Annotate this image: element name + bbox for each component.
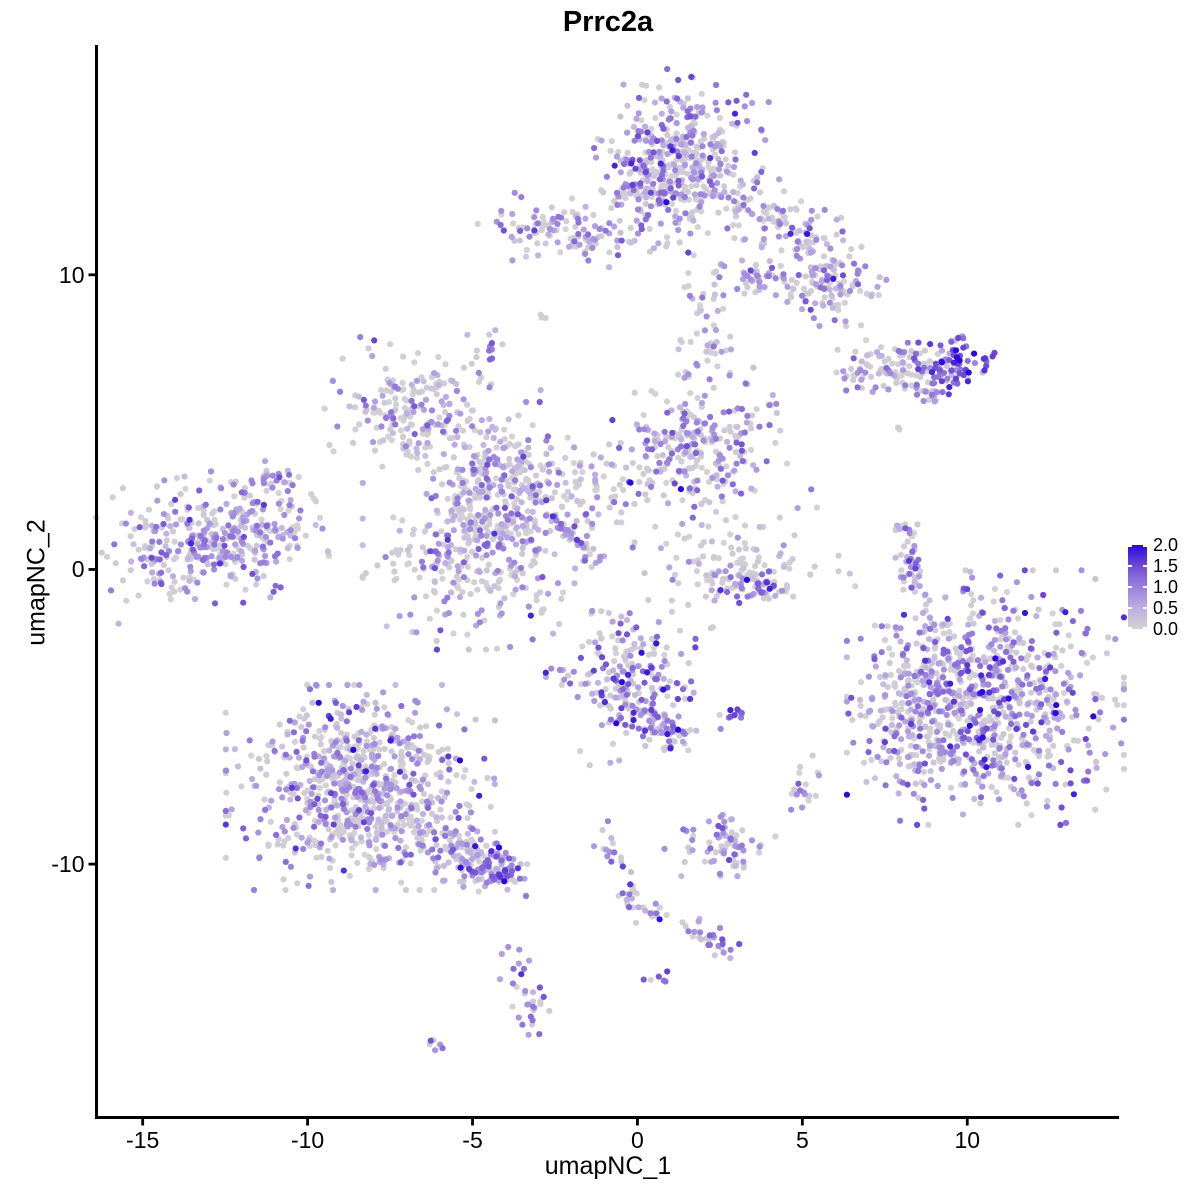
x-tick-label: 10	[954, 1126, 981, 1153]
x-tick-label: -15	[126, 1126, 160, 1153]
legend-tick-label: 1.5	[1153, 556, 1179, 576]
legend-tick-label: 0.0	[1153, 619, 1179, 639]
y-axis-title: umapNC_2	[22, 519, 51, 646]
legend-tick-mark	[1128, 565, 1132, 567]
legend-tick-mark	[1143, 545, 1147, 547]
legend-tick-label: 2.0	[1153, 535, 1179, 555]
y-tick-label: 0	[71, 556, 85, 583]
x-tick-label: -10	[290, 1126, 325, 1153]
legend-tick-label: 0.5	[1153, 598, 1179, 618]
legend-tick-mark	[1143, 586, 1147, 588]
legend-tick-mark	[1128, 545, 1132, 547]
y-tick-label: -10	[51, 851, 85, 878]
x-tick-label: 0	[631, 1126, 644, 1153]
x-tick-label: -5	[462, 1126, 483, 1153]
legend-tick-mark	[1128, 586, 1132, 588]
x-axis-title: umapNC_1	[544, 1152, 672, 1180]
legend-colorbar: 2.0 1.5 1.0 0.5 0.0	[1128, 536, 1200, 638]
legend-tick-mark	[1143, 627, 1147, 629]
legend-tick-mark	[1128, 627, 1132, 629]
x-tick-label: 5	[795, 1126, 809, 1153]
legend-tick-mark	[1143, 607, 1147, 609]
plot-title: Prrc2a	[562, 6, 654, 38]
legend-tick-label: 1.0	[1153, 577, 1179, 597]
legend-gradient-bar	[1128, 545, 1147, 629]
y-tick-label: 10	[58, 261, 85, 288]
legend-tick-mark	[1128, 607, 1132, 609]
legend-tick-mark	[1143, 565, 1147, 567]
